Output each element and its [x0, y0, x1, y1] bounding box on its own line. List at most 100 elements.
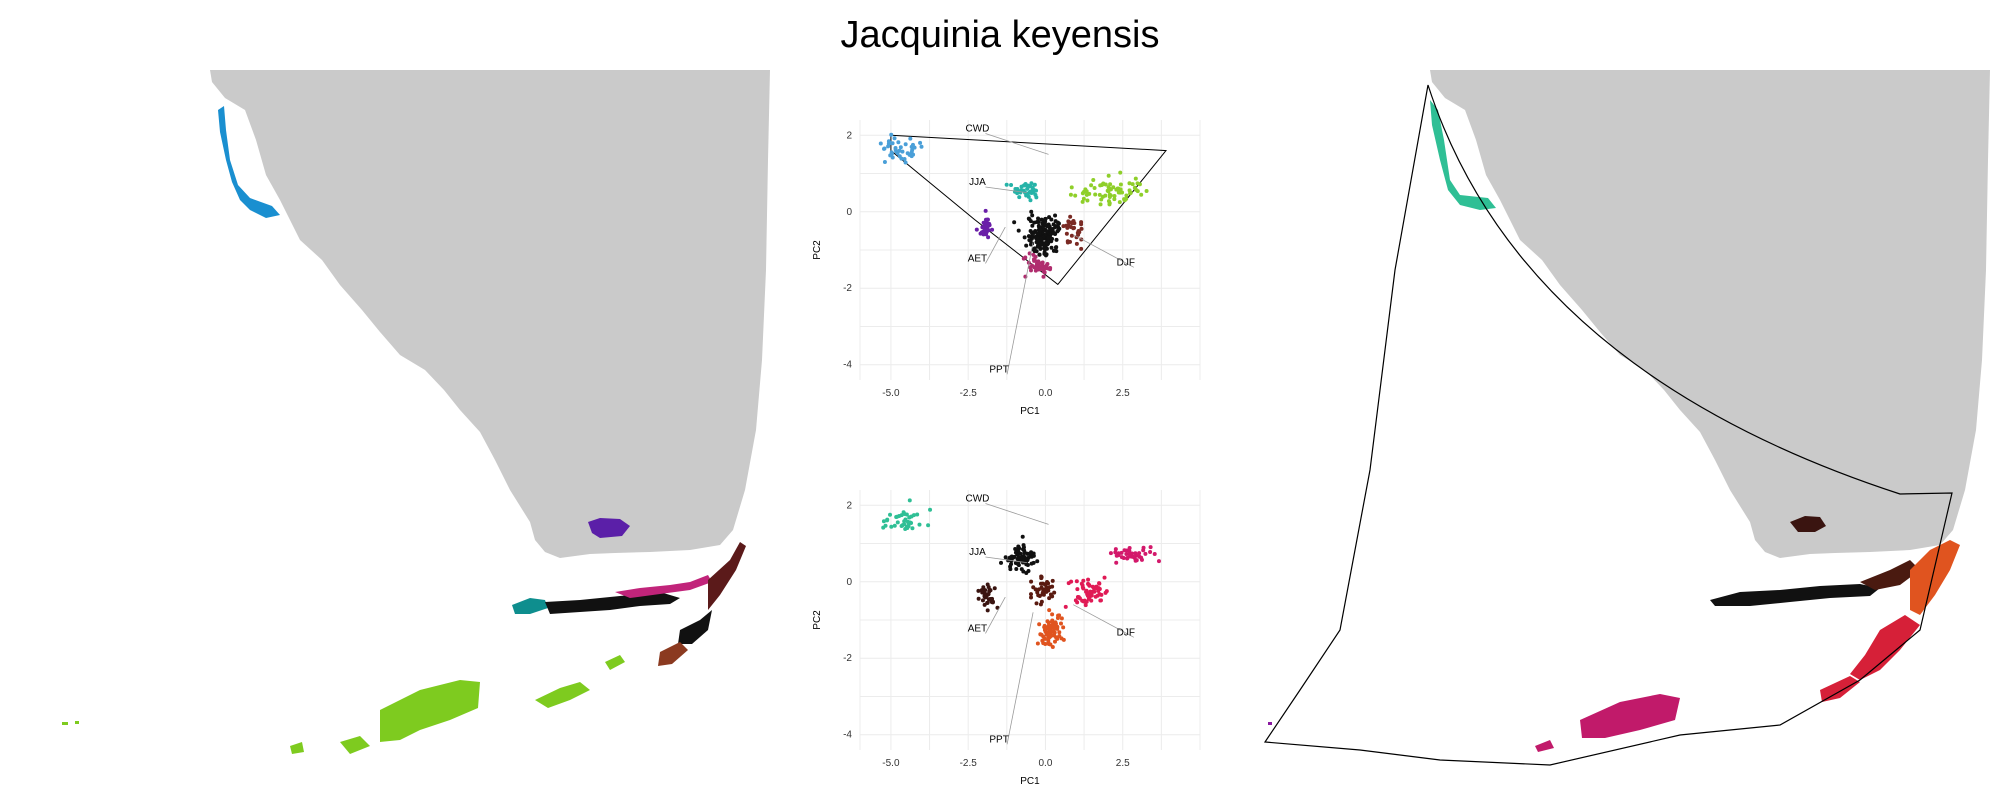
data-point	[885, 518, 890, 523]
data-point	[1148, 549, 1153, 554]
convex-hull	[890, 134, 1168, 286]
data-point	[1028, 265, 1033, 270]
data-point	[1114, 553, 1119, 558]
vector-label: PPT	[989, 734, 1008, 745]
points	[881, 498, 1161, 650]
data-point	[1055, 636, 1060, 641]
data-point	[1038, 265, 1043, 270]
data-point	[1127, 545, 1132, 550]
data-point	[1034, 188, 1039, 193]
x-tick-label: -5.0	[882, 388, 900, 399]
data-point	[1061, 625, 1066, 630]
data-point	[882, 160, 887, 165]
data-point	[1025, 186, 1030, 191]
data-point	[910, 142, 915, 147]
y-tick-label: 0	[846, 207, 852, 218]
data-point	[1085, 198, 1090, 203]
vector-label: DJF	[1117, 257, 1135, 268]
data-point	[1041, 274, 1046, 279]
data-point	[897, 154, 902, 159]
data-point	[1024, 562, 1029, 567]
grid	[859, 120, 1201, 380]
data-point	[1148, 545, 1153, 550]
data-point	[1096, 588, 1101, 593]
data-point	[1143, 551, 1148, 556]
data-point	[1092, 186, 1097, 191]
data-point	[1045, 619, 1050, 624]
data-point	[1079, 581, 1084, 586]
x-tick-label: -5.0	[882, 758, 900, 769]
data-point	[1031, 553, 1036, 558]
data-point	[1137, 551, 1142, 556]
data-point	[1074, 241, 1079, 246]
data-point	[1034, 219, 1039, 224]
data-point	[1047, 608, 1052, 613]
data-point	[1034, 249, 1039, 254]
data-point	[909, 154, 914, 159]
data-point	[1004, 182, 1009, 187]
y-tick-label: 0	[846, 577, 852, 588]
data-point	[1043, 587, 1048, 592]
data-point	[1113, 547, 1118, 552]
x-tick-label: 2.5	[1116, 758, 1130, 769]
vector-label: CWD	[966, 123, 990, 134]
vector-label: AET	[968, 623, 987, 634]
data-point	[1029, 579, 1034, 584]
data-point	[1084, 588, 1089, 593]
data-point	[1050, 645, 1055, 650]
data-point	[1080, 199, 1085, 204]
data-point	[1106, 189, 1111, 194]
data-point	[1069, 579, 1074, 584]
vector-line	[985, 133, 1049, 155]
data-point	[1021, 188, 1026, 193]
y-tick-label: -4	[843, 730, 852, 741]
data-point	[1025, 551, 1030, 556]
data-point	[907, 515, 912, 520]
data-point	[1024, 243, 1029, 248]
data-point	[1048, 634, 1053, 639]
data-point	[1034, 601, 1039, 606]
data-point	[986, 235, 991, 240]
data-point	[990, 227, 995, 232]
florida-landmass-right	[1430, 70, 1990, 558]
data-point	[897, 148, 902, 153]
data-point	[1097, 192, 1102, 197]
data-point	[1012, 220, 1017, 225]
data-point	[1042, 247, 1047, 252]
data-point	[1043, 223, 1048, 228]
data-point	[1129, 551, 1134, 556]
data-point	[1039, 585, 1044, 590]
data-point	[1019, 567, 1024, 572]
data-point	[1133, 176, 1138, 181]
data-point	[1053, 621, 1058, 626]
data-point	[1056, 221, 1061, 226]
data-point	[1024, 570, 1029, 575]
extent-polygon	[1263, 84, 1953, 766]
data-point	[1035, 239, 1040, 244]
x-tick-label: -2.5	[960, 388, 978, 399]
data-point	[902, 522, 907, 527]
data-point	[1016, 228, 1021, 233]
data-point	[1028, 228, 1033, 233]
data-point	[1064, 223, 1069, 228]
data-point	[1030, 213, 1035, 218]
data-point	[1047, 596, 1052, 601]
data-point	[1093, 594, 1098, 599]
data-point	[1031, 231, 1036, 236]
data-point	[897, 514, 902, 519]
data-point	[1054, 224, 1059, 229]
data-point	[985, 224, 990, 229]
data-point	[917, 522, 922, 527]
data-point	[1040, 261, 1045, 266]
data-point	[919, 144, 924, 149]
data-point	[1042, 623, 1047, 628]
x-tick-label: 0.0	[1039, 758, 1053, 769]
data-point	[1144, 189, 1149, 194]
data-point	[1152, 552, 1157, 557]
data-point	[1003, 555, 1008, 560]
data-point	[910, 526, 915, 531]
data-point	[1042, 251, 1047, 256]
x-axis-label: PC1	[1020, 776, 1040, 787]
data-point	[1079, 226, 1084, 231]
data-point	[1049, 245, 1054, 250]
